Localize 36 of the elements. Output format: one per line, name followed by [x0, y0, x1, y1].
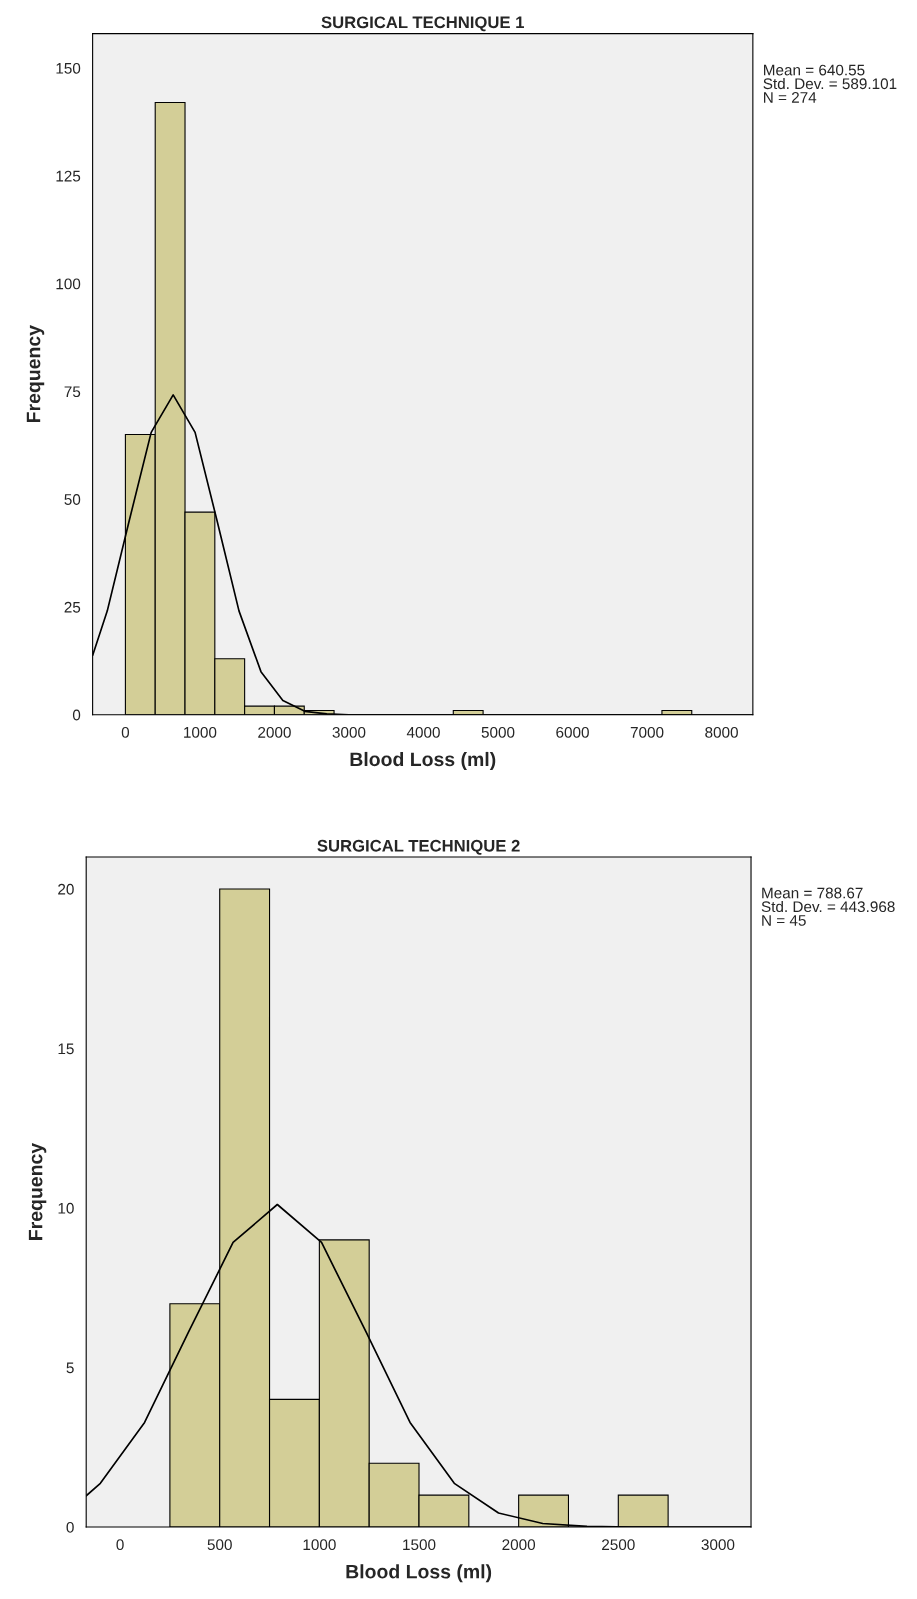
text: Mean = 788.67 Std. Dev. = 443.968 N = 45	[761, 887, 895, 926]
x-tick-label: 500	[207, 1539, 232, 1551]
x-tick-label: 0	[121, 726, 130, 738]
y-tick-label: 15	[58, 1043, 74, 1055]
x-tick-label: 1000	[303, 1539, 336, 1551]
y-tick-label: 5	[66, 1362, 74, 1374]
y-tick-label: 100	[56, 278, 81, 290]
x-tick-label: 6000	[556, 726, 589, 738]
x-tick-label: 1000	[184, 726, 217, 738]
x-tick-label: 3000	[701, 1539, 735, 1551]
x-tick-label: 2500	[602, 1539, 635, 1551]
text: Mean = 640.55 Std. Dev. = 589.101 N = 274	[763, 64, 897, 103]
y-axis-title: Frequency	[26, 325, 45, 423]
chart-title: SURGICAL TECHNIQUE 1	[321, 16, 524, 32]
y-tick-label: 25	[64, 601, 81, 613]
y-tick-label: 10	[58, 1202, 74, 1214]
x-tick-label: 2000	[502, 1539, 536, 1551]
x-axis-title: Blood Loss (ml)	[346, 1564, 492, 1583]
x-tick-label: 5000	[481, 726, 515, 738]
x-tick-label: 1500	[403, 1539, 436, 1551]
y-tick-label: 0	[72, 709, 81, 721]
x-tick-label: 3000	[332, 726, 366, 738]
y-tick-label: 20	[58, 883, 74, 895]
x-axis-title: Blood Loss (ml)	[350, 751, 496, 771]
x-tick-label: 0	[116, 1539, 124, 1551]
x-tick-label: 4000	[406, 726, 440, 738]
y-tick-label: 150	[56, 62, 81, 74]
y-tick-label: 125	[56, 170, 81, 182]
y-tick-label: 50	[64, 494, 81, 505]
x-tick-label: 8000	[705, 726, 738, 738]
y-axis-title: Frequency	[28, 1142, 47, 1240]
y-tick-label: 75	[64, 386, 81, 398]
chart-title: SURGICAL TECHNIQUE 2	[317, 839, 520, 855]
x-tick-label: 2000	[258, 726, 291, 738]
y-tick-label: 0	[66, 1521, 74, 1533]
x-tick-label: 7000	[630, 726, 664, 738]
